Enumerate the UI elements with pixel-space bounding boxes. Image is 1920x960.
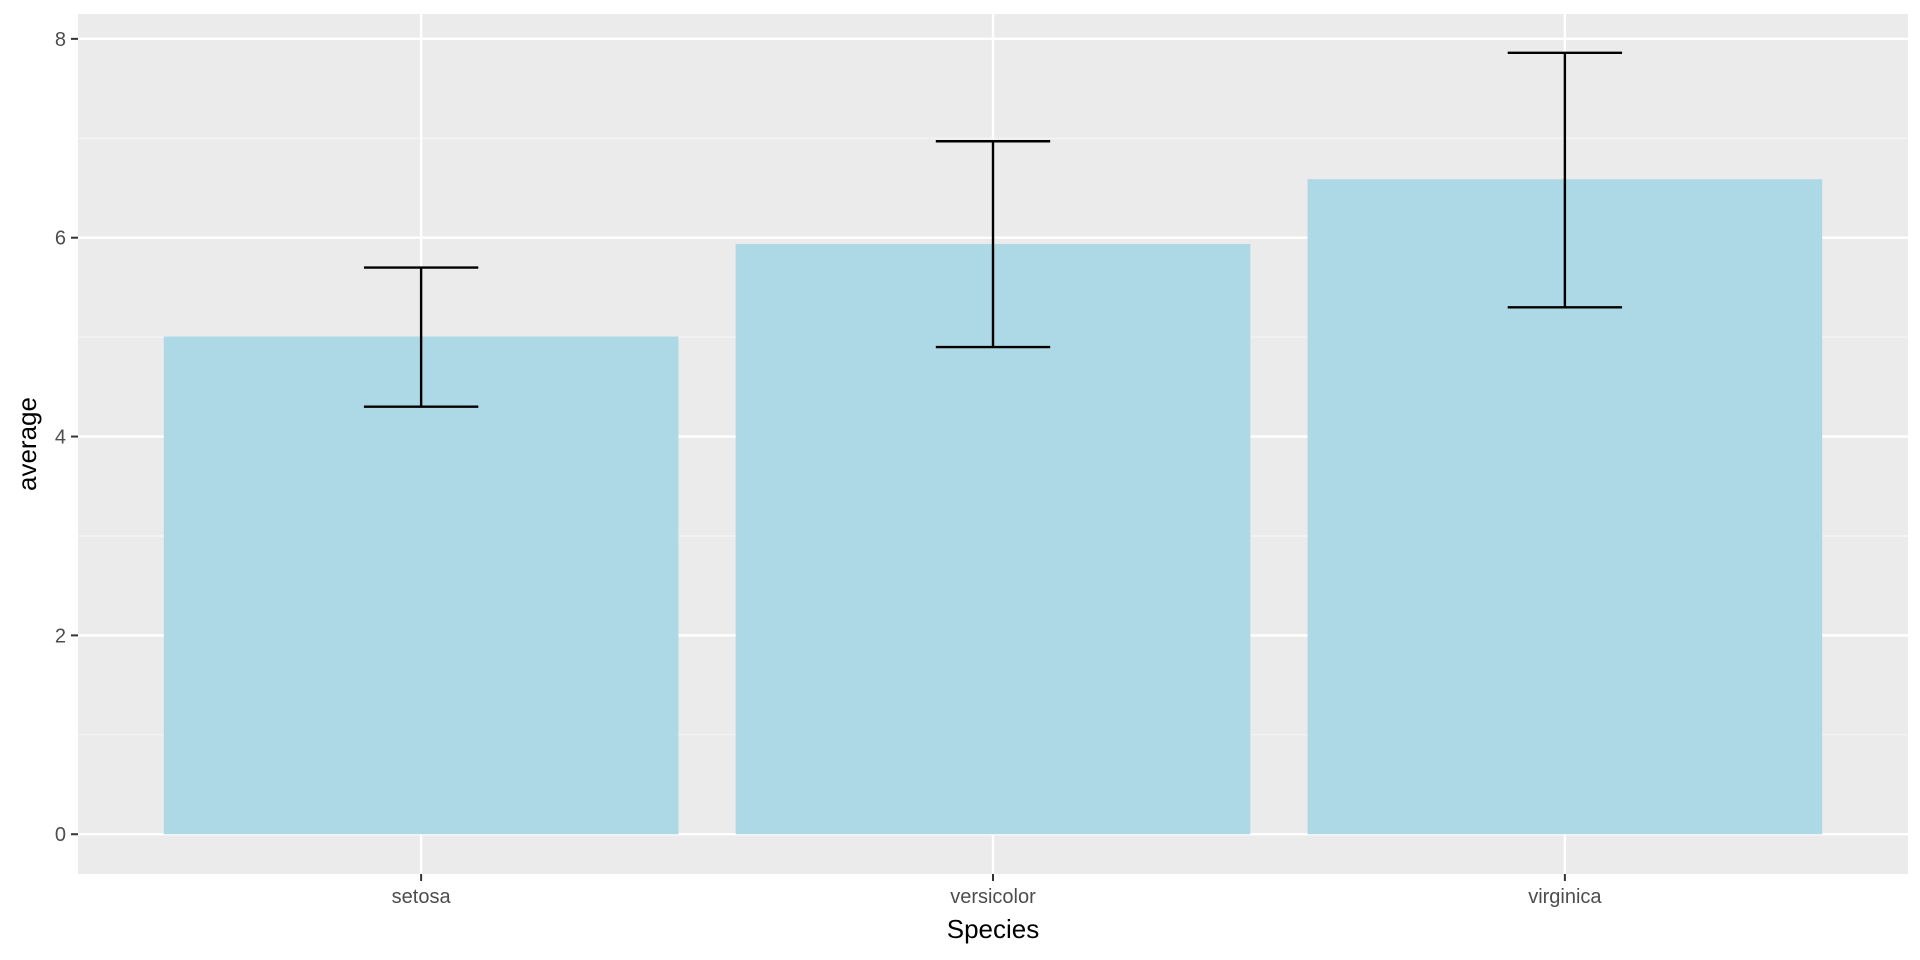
y-tick-label: 2 <box>55 625 66 647</box>
bar-setosa <box>163 336 679 835</box>
y-tick-label: 0 <box>55 824 66 846</box>
bars <box>163 179 1823 835</box>
x-tick-label-versicolor: versicolor <box>950 886 1036 908</box>
y-axis: 0 2 4 6 8 <box>55 29 78 846</box>
y-tick-label: 4 <box>55 427 66 449</box>
error-bar-virginica <box>1507 51 1623 309</box>
x-tick-label-virginica: virginica <box>1528 886 1602 908</box>
error-bar-setosa <box>363 266 479 408</box>
x-tick-label-setosa: setosa <box>392 886 452 908</box>
y-tick-label: 8 <box>55 29 66 51</box>
y-tick-label: 6 <box>55 228 66 250</box>
x-axis-title: Species <box>947 914 1040 944</box>
x-axis: setosa versicolor virginica <box>392 874 1602 908</box>
error-bar-versicolor <box>935 140 1051 349</box>
y-axis-title: average <box>12 397 42 491</box>
error-bars <box>363 51 1623 408</box>
